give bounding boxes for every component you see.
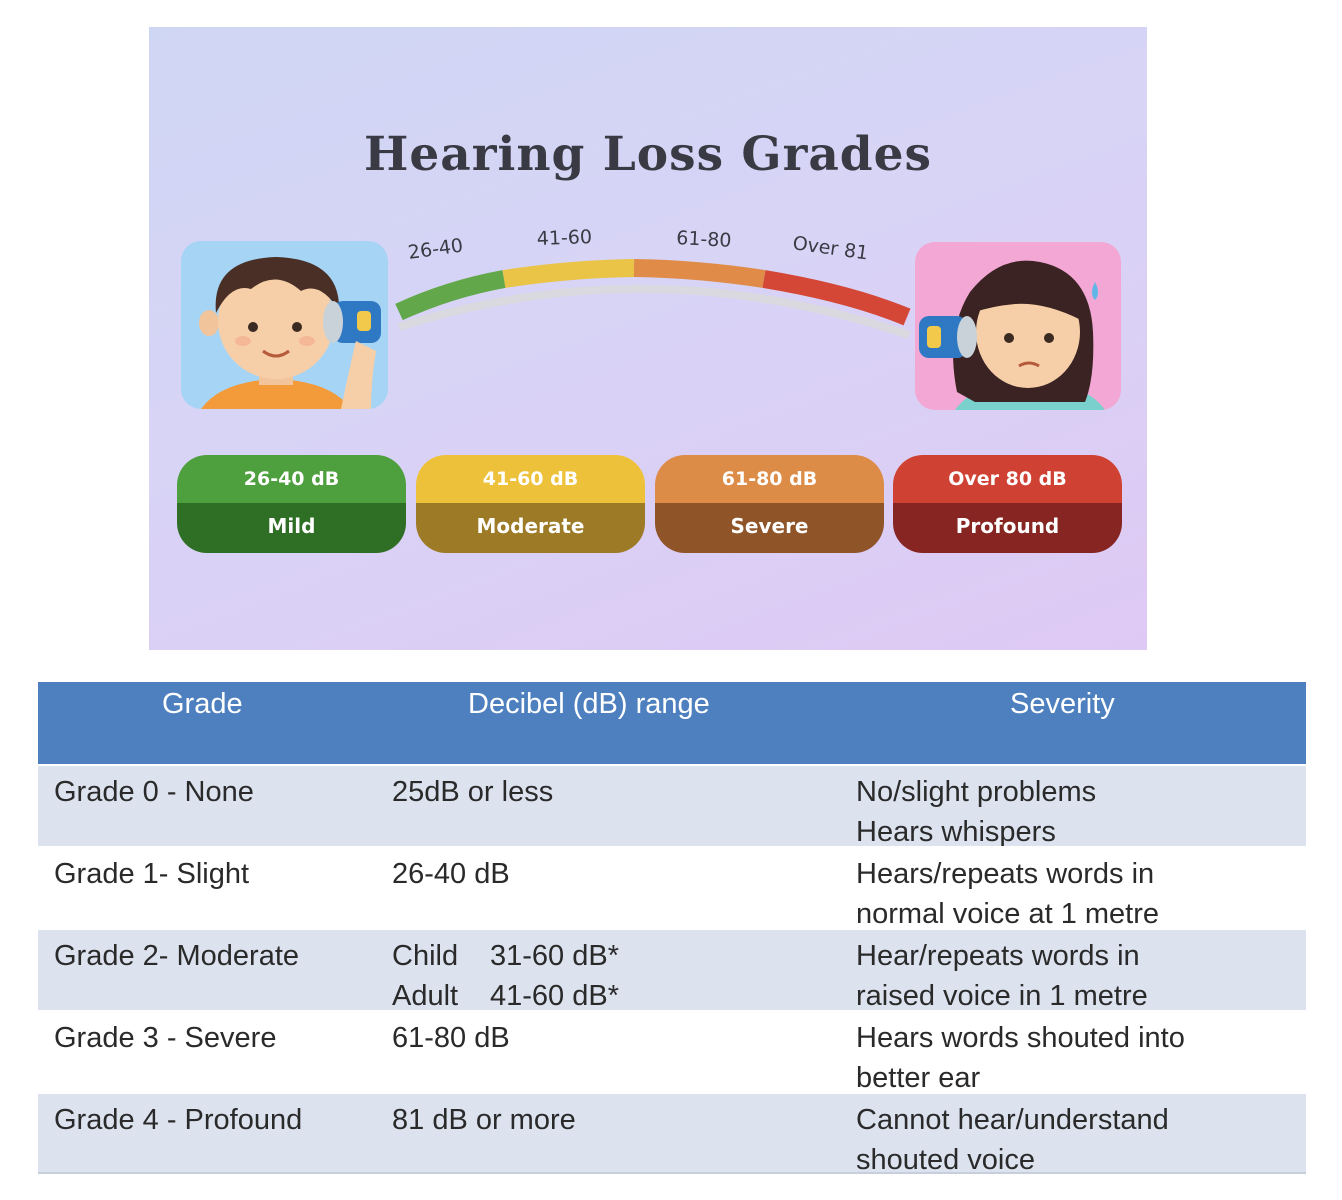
arc-label-4: Over 81 bbox=[791, 232, 869, 264]
cell-db-range: Child 31-60 dB* Adult 41-60 dB* bbox=[392, 936, 619, 1016]
girl-avatar bbox=[915, 242, 1121, 410]
girl-with-tin-can-phone-icon bbox=[919, 260, 1105, 410]
decibel-arc: 26-40 41-60 61-80 Over 81 bbox=[395, 226, 911, 339]
cell-grade: Grade 2- Moderate bbox=[54, 940, 300, 972]
cell-grade: Grade 4 - Profound bbox=[54, 1104, 303, 1136]
severity-line: No/slight problems bbox=[856, 776, 1097, 808]
grade-pill-name: Moderate bbox=[416, 503, 645, 553]
severity-line: Hears words shouted into bbox=[856, 1022, 1185, 1054]
arc-segment-severe bbox=[633, 259, 766, 288]
infographic-title: Hearing Loss Grades bbox=[363, 127, 933, 182]
cell-severity: Cannot hear/understand shouted voice bbox=[856, 1100, 1169, 1180]
db-group-label: Child bbox=[392, 940, 459, 972]
severity-line: Cannot hear/understand bbox=[856, 1104, 1169, 1136]
table-row: Grade 4 - Profound 81 dB or more Cannot … bbox=[38, 1092, 1306, 1176]
hearing-loss-infographic: Hearing Loss Grades 26-40 41-60 61-80 Ov… bbox=[149, 27, 1147, 650]
arc-label-3: 61-80 bbox=[676, 227, 732, 252]
table-row: Grade 3 - Severe 61-80 dB Hears words sh… bbox=[38, 1010, 1306, 1094]
header-grade: Grade bbox=[162, 688, 243, 720]
grade-pill-range: 61-80 dB bbox=[655, 455, 884, 503]
cell-severity: Hears/repeats words in normal voice at 1… bbox=[856, 854, 1159, 934]
table-row: Grade 2- Moderate Child 31-60 dB* Adult 41… bbox=[38, 928, 1306, 1012]
header-severity: Severity bbox=[1010, 688, 1115, 720]
cell-severity: No/slight problems Hears whispers bbox=[856, 772, 1096, 852]
arc-segment-mild bbox=[395, 270, 506, 321]
header-db-range: Decibel (dB) range bbox=[468, 688, 710, 720]
severity-line: shouted voice bbox=[856, 1144, 1035, 1176]
hearing-loss-table: Grade Decibel (dB) range Severity Grade … bbox=[38, 682, 1306, 1176]
cell-severity: Hears words shouted into better ear bbox=[856, 1018, 1185, 1098]
boy-avatar bbox=[181, 241, 388, 409]
arc-segment-moderate bbox=[502, 259, 635, 288]
cell-db-range: 61-80 dB bbox=[392, 1022, 510, 1054]
grade-pill-severe: 61-80 dB Severe bbox=[655, 455, 884, 553]
severity-line: Hears/repeats words in bbox=[856, 858, 1155, 890]
cell-grade: Grade 3 - Severe bbox=[54, 1022, 277, 1054]
boy-with-tin-can-phone-icon bbox=[199, 257, 381, 409]
db-group-value: 41-60 dB* bbox=[490, 980, 619, 1012]
arc-segment-profound bbox=[762, 270, 911, 326]
cell-db-range: 81 dB or more bbox=[392, 1104, 576, 1136]
cell-db-range: 25dB or less bbox=[392, 776, 554, 808]
cell-db-range: 26-40 dB bbox=[392, 858, 510, 890]
cell-grade: Grade 0 - None bbox=[54, 776, 254, 808]
table-bottom-border bbox=[38, 1172, 1306, 1174]
table-header: Grade Decibel (dB) range Severity bbox=[38, 682, 1306, 764]
severity-line: Hear/repeats words in bbox=[856, 940, 1140, 972]
table-row: Grade 1- Slight 26-40 dB Hears/repeats w… bbox=[38, 846, 1306, 930]
grade-pill-moderate: 41-60 dB Moderate bbox=[416, 455, 645, 553]
arc-label-1: 26-40 bbox=[407, 234, 465, 263]
db-group-value: 31-60 dB* bbox=[490, 940, 619, 972]
grade-pill-range: 26-40 dB bbox=[177, 455, 406, 503]
cell-severity: Hear/repeats words in raised voice in 1 … bbox=[856, 936, 1148, 1016]
db-group-label: Adult bbox=[392, 980, 459, 1012]
grade-pill-name: Profound bbox=[893, 503, 1122, 553]
cell-grade: Grade 1- Slight bbox=[54, 858, 250, 890]
arc-label-2: 41-60 bbox=[536, 226, 592, 250]
severity-line: raised voice in 1 metre bbox=[856, 980, 1148, 1012]
table-row: Grade 0 - None 25dB or less No/slight pr… bbox=[38, 764, 1306, 848]
grade-pill-name: Severe bbox=[655, 503, 884, 553]
severity-line: better ear bbox=[856, 1062, 981, 1094]
grade-pill-range: Over 80 dB bbox=[893, 455, 1122, 503]
severity-line: normal voice at 1 metre bbox=[856, 898, 1160, 930]
grade-pill-name: Mild bbox=[177, 503, 406, 553]
grade-pill-profound: Over 80 dB Profound bbox=[893, 455, 1122, 553]
severity-line: Hears whispers bbox=[856, 816, 1056, 848]
grade-pill-mild: 26-40 dB Mild bbox=[177, 455, 406, 553]
grade-pill-range: 41-60 dB bbox=[416, 455, 645, 503]
